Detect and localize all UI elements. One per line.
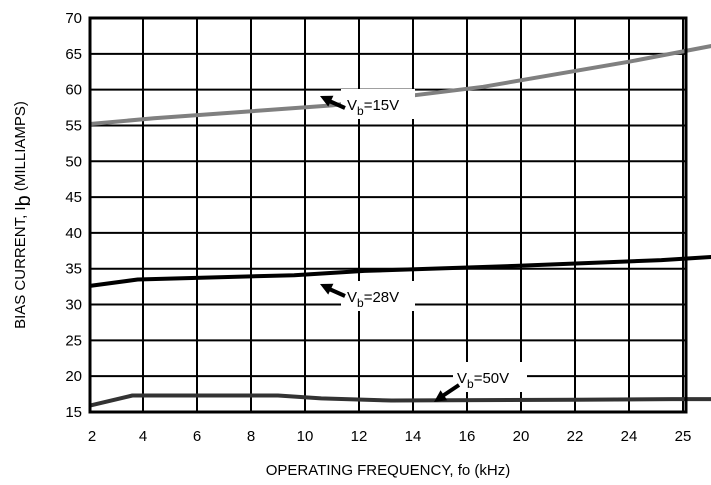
- y-axis-title: BIAS CURRENT, Ib (MILLIAMPS): [12, 101, 35, 329]
- y-tick-label: 45: [65, 189, 82, 206]
- x-tick-label: 14: [405, 428, 422, 445]
- plot-frame: [88, 16, 688, 414]
- series-line-1: [89, 44, 711, 126]
- x-tick-label: 12: [351, 428, 368, 445]
- x-tick-label: 16: [459, 428, 476, 445]
- tick-labels: 2 4 6 8 10 12 14 16 20 22 24 2515202530354045505560…: [65, 10, 691, 445]
- y-tick-label: 20: [65, 368, 82, 385]
- x-tick-label: 24: [621, 428, 638, 445]
- annotation-arrowhead: [434, 390, 448, 402]
- y-axis-title-sub: b: [13, 195, 35, 206]
- y-tick-label: 70: [65, 10, 82, 27]
- y-axis-title-suffix: (MILLIAMPS): [12, 101, 29, 195]
- x-tick-label: 4: [139, 428, 147, 445]
- series-line-2: [89, 255, 711, 288]
- y-tick-label: 50: [65, 153, 82, 170]
- y-tick-label: 60: [65, 82, 82, 99]
- x-tick-label: 10: [297, 428, 314, 445]
- y-tick-label: 40: [65, 225, 82, 242]
- x-tick-label: 25: [675, 428, 692, 445]
- x-tick-label: 8: [247, 428, 255, 445]
- y-tick-label: 15: [65, 404, 82, 421]
- series-line-3: [89, 393, 711, 408]
- x-tick-label: 20: [513, 428, 530, 445]
- x-tick-label: 2: [88, 428, 96, 445]
- annotation-box: [453, 362, 527, 392]
- annotation-box: [341, 89, 415, 119]
- y-tick-label: 25: [65, 332, 82, 349]
- x-tick-label: 6: [193, 428, 201, 445]
- grid-lines: [90, 17, 686, 413]
- x-axis-title: OPERATING FREQUENCY, fo (kHz): [266, 462, 510, 479]
- series-annotations: Vb=15V Vb=28V Vb=50V: [320, 89, 527, 402]
- x-tick-label: 22: [567, 428, 584, 445]
- annotation-arrow: [439, 383, 461, 399]
- annotation-box: [341, 281, 415, 311]
- annotation-arrowhead: [320, 95, 334, 107]
- y-axis-title-prefix: BIAS CURRENT, I: [12, 206, 29, 329]
- y-tick-label: 65: [65, 46, 82, 63]
- y-tick-label: 30: [65, 297, 82, 314]
- y-tick-label: 55: [65, 117, 82, 134]
- data-series: [89, 44, 711, 408]
- annotation-arrowhead: [320, 283, 334, 295]
- y-tick-label: 35: [65, 261, 82, 278]
- series-label: Vb=15V: [347, 97, 399, 118]
- series-label: Vb=50V: [457, 370, 509, 391]
- series-label: Vb=28V: [347, 289, 399, 310]
